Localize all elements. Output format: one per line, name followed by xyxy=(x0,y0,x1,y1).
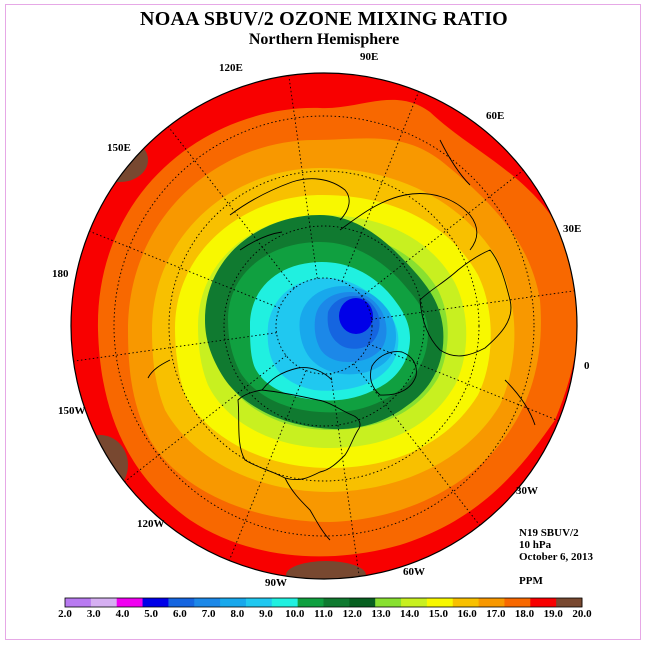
meridian-label-30e: 30E xyxy=(563,223,582,235)
meridian-label-90e: 90E xyxy=(360,51,379,63)
colorbar-tick-label: 9.0 xyxy=(259,608,273,620)
colorbar-swatch xyxy=(220,598,247,607)
instrument-label: N19 SBUV/2 xyxy=(519,527,579,539)
colorbar-swatch xyxy=(194,598,221,607)
colorbar-swatch xyxy=(426,598,454,607)
colorbar-tick-label: 13.0 xyxy=(371,608,391,620)
meridian-label-120e: 120E xyxy=(219,62,243,74)
colorbar-swatch xyxy=(297,598,324,607)
meridian-label-180: 180 xyxy=(52,268,69,280)
latitude-circle xyxy=(168,170,480,482)
band-brown-patch xyxy=(286,561,366,579)
meridian-label-60e: 60E xyxy=(486,110,505,122)
colorbar-swatch xyxy=(271,598,299,607)
latitude-circle xyxy=(113,115,535,537)
meridian-label-90w: 90W xyxy=(265,577,287,589)
colorbar-swatch xyxy=(375,598,402,607)
colorbar-tick-label: 11.0 xyxy=(314,608,333,620)
colorbar-swatch xyxy=(245,598,273,607)
colorbar-tick-label: 14.0 xyxy=(400,608,420,620)
colorbar-swatch xyxy=(556,598,583,607)
colorbar-tick-label: 7.0 xyxy=(201,608,216,620)
meridian-label-120w: 120W xyxy=(137,518,165,530)
colorbar-tick-label: 4.0 xyxy=(115,608,130,620)
colorbar-swatch xyxy=(142,598,169,607)
colorbar-tick-label: 3.0 xyxy=(86,608,101,620)
colorbar-tick-label: 5.0 xyxy=(144,608,159,620)
map-boundary xyxy=(70,72,578,580)
colorbar-swatch xyxy=(530,598,557,607)
band-navy xyxy=(339,298,373,334)
chart-title: NOAA SBUV/2 OZONE MIXING RATIO xyxy=(140,8,508,30)
colorbar-tick-label: 15.0 xyxy=(428,608,448,620)
colorbar-tick-label: 8.0 xyxy=(230,608,245,620)
colorbar-swatch xyxy=(65,598,92,607)
colorbar-tick-label: 6.0 xyxy=(173,608,187,620)
colorbar-swatch xyxy=(116,598,144,607)
colorbar-tick-label: 17.0 xyxy=(486,608,506,620)
latitude-circle xyxy=(223,225,425,427)
colorbar-tick-label: 16.0 xyxy=(457,608,477,620)
colorbar-tick-label: 18.0 xyxy=(514,608,535,620)
colorbar-swatch xyxy=(504,598,531,607)
chart-subtitle: Northern Hemisphere xyxy=(248,31,400,48)
latitude-circle xyxy=(275,277,373,375)
colorbar-tick-label: 20.0 xyxy=(572,608,592,620)
colorbar-swatch xyxy=(323,598,350,607)
date-label: October 6, 2013 xyxy=(519,551,594,563)
colorbar-tick-label: 12.0 xyxy=(342,608,362,620)
meridian-label-0: 0 xyxy=(584,360,590,372)
meridian-label-30w: 30W xyxy=(516,485,538,497)
colorbar-outline xyxy=(64,597,583,608)
meridian-label-150e: 150E xyxy=(107,142,131,154)
coastlines xyxy=(147,139,536,541)
colorbar xyxy=(64,597,583,608)
colorbar-tick-label: 19.0 xyxy=(543,608,563,620)
colorbar-swatch xyxy=(168,598,195,607)
colorbar-swatch xyxy=(90,598,118,607)
colorbar-swatch xyxy=(452,598,480,607)
figure-frame xyxy=(5,4,641,640)
colorbar-tick-label: 2.0 xyxy=(58,608,72,620)
units-label: PPM xyxy=(519,575,543,587)
meridian-label-60w: 60W xyxy=(403,566,425,578)
colorbar-swatch xyxy=(349,598,376,607)
pressure-level-label: 10 hPa xyxy=(519,539,552,551)
colorbar-swatch xyxy=(478,598,505,607)
colorbar-tick-label: 10.0 xyxy=(285,608,305,620)
meridian-label-150w: 150W xyxy=(58,405,86,417)
colorbar-swatch xyxy=(401,598,428,607)
